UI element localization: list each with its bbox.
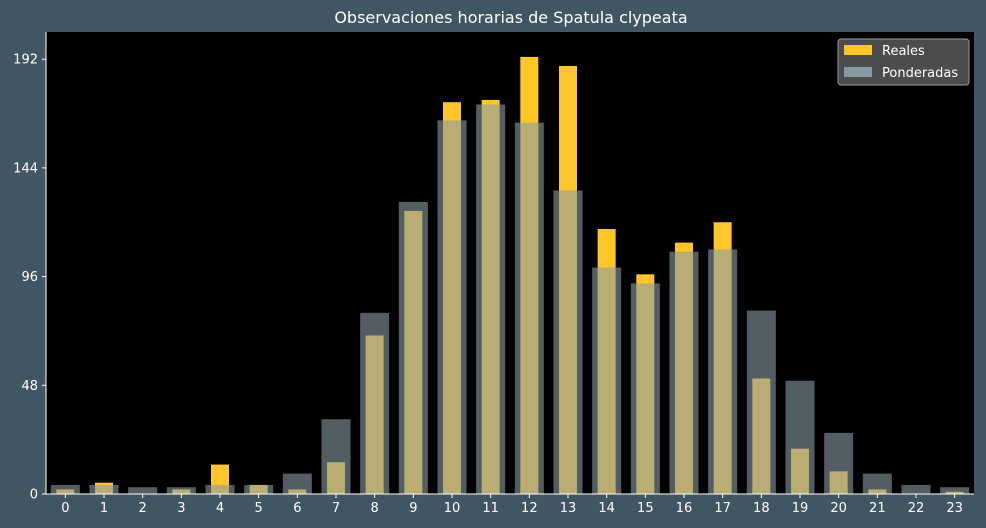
bar-ponderadas-11 [476,104,506,495]
x-tick-label-23: 23 [946,501,963,516]
x-tick-label-2: 2 [139,501,147,516]
plot-area [46,32,974,494]
bar-ponderadas-1 [89,484,119,494]
bar-ponderadas-22 [901,484,931,494]
bar-ponderadas-14 [592,267,622,494]
bar-ponderadas-17 [708,249,738,494]
x-tick-label-15: 15 [637,501,654,516]
bar-ponderadas-5 [244,484,274,494]
axes: 0 1 2 3 4 5 6 7 8 9 10 11 12 13 14 15 16 17 18 19 20 21 22 2304… [13,32,974,516]
bar-ponderadas-18 [746,310,776,494]
x-tick-label-22: 22 [908,501,925,516]
y-tick-label-144: 144 [13,161,38,176]
x-tick-label-1: 1 [100,501,108,516]
x-tick-label-11: 11 [482,501,499,516]
bar-ponderadas-19 [785,380,815,494]
y-tick-label-0: 0 [30,488,38,503]
x-tick-label-20: 20 [830,501,847,516]
x-tick-label-13: 13 [560,501,577,516]
x-tick-label-18: 18 [753,501,770,516]
bar-ponderadas-9 [398,201,428,494]
bar-ponderadas-6 [282,473,312,494]
bar-ponderadas-12 [514,122,544,495]
y-tick-label-96: 96 [21,270,38,285]
chart-title: Observaciones horarias de Spatula clypea… [334,8,687,27]
x-tick-label-10: 10 [444,501,461,516]
x-tick-label-16: 16 [676,501,693,516]
y-tick-label-192: 192 [13,53,38,68]
legend-swatch-reales [844,45,872,55]
x-tick-label-6: 6 [293,501,301,516]
x-tick-label-3: 3 [177,501,185,516]
x-tick-label-5: 5 [255,501,263,516]
legend-label-reales: Reales [882,44,925,59]
bar-ponderadas-0 [50,484,80,494]
bar-ponderadas-15 [630,283,660,494]
legend-swatch-ponderadas [844,67,872,77]
bar-ponderadas-20 [824,432,854,494]
bar-ponderadas-16 [669,251,699,494]
x-tick-label-12: 12 [521,501,538,516]
legend: Reales Ponderadas [837,38,970,86]
x-tick-label-14: 14 [598,501,615,516]
x-tick-label-9: 9 [409,501,417,516]
bar-ponderadas-10 [437,120,467,494]
x-tick-label-0: 0 [61,501,69,516]
weighted-bars-group [50,104,970,495]
bar-ponderadas-23 [940,487,970,494]
bar-ponderadas-3 [166,487,196,494]
x-tick-label-4: 4 [216,501,224,516]
x-tick-label-19: 19 [792,501,809,516]
bar-ponderadas-8 [360,312,390,494]
bar-ponderadas-7 [321,419,351,494]
bar-ponderadas-13 [553,190,583,494]
bar-ponderadas-4 [205,484,235,494]
x-tick-label-21: 21 [869,501,886,516]
y-tick-label-48: 48 [21,379,38,394]
x-tick-label-8: 8 [371,501,379,516]
bar-ponderadas-21 [862,473,892,494]
x-tick-label-7: 7 [332,501,340,516]
bar-ponderadas-2 [128,487,158,494]
legend-label-ponderadas: Ponderadas [882,66,958,81]
x-tick-label-17: 17 [714,501,731,516]
